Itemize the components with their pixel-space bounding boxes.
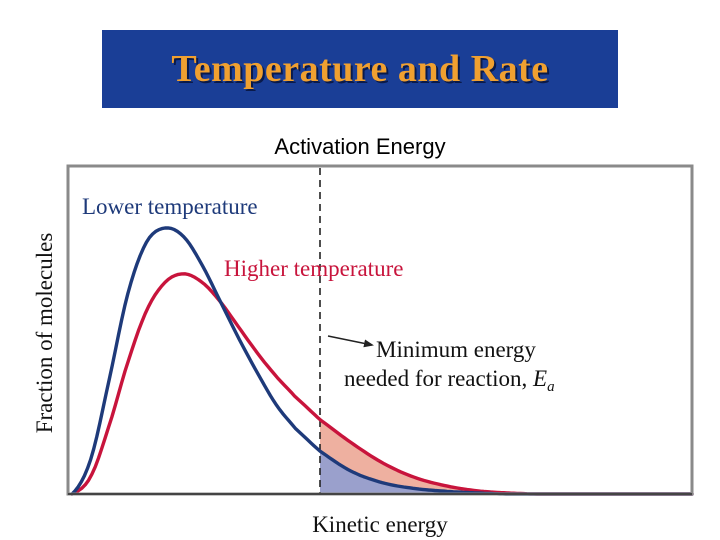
higher-temp-excess-area [320,419,537,494]
annotation-arrow [327,335,374,348]
x-axis-label: Kinetic energy [312,512,448,537]
chart-marks [70,168,694,496]
ea-subscript: a [547,379,555,395]
series-line-higher-temperature [70,272,694,496]
annotation-line1: Minimum energy [376,337,536,362]
ea-symbol: E [532,366,547,391]
annotation-line2: needed for reaction, Ea [344,366,555,395]
legend-lower-temperature: Lower temperature [82,194,258,219]
series-line-lower-temperature [70,226,694,496]
lower-temp-tail-area [320,451,537,494]
title-banner: Temperature and Rate [102,30,618,108]
legend-higher-temperature: Higher temperature [224,256,403,281]
slide-subtitle: Activation Energy [274,134,446,159]
annotation-line2-text: needed for reaction, [344,366,527,391]
slide-title: Temperature and Rate [171,48,549,90]
y-axis-label: Fraction of molecules [32,233,57,434]
